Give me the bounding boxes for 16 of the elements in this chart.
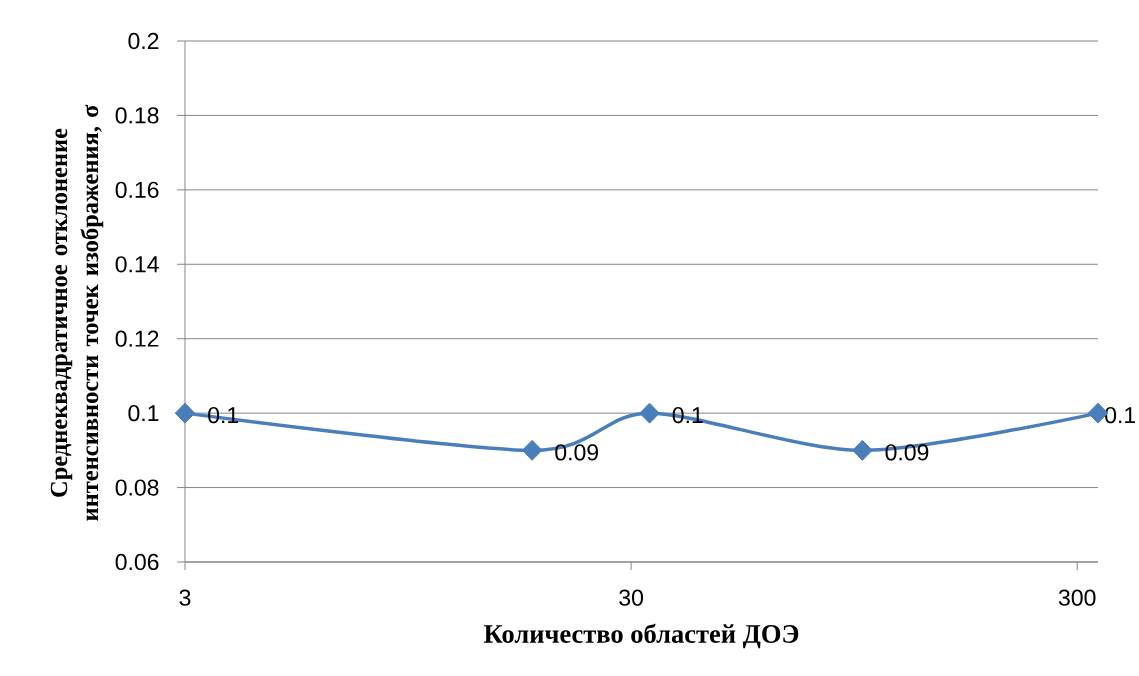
y-tick-label: 0.18: [115, 107, 159, 124]
data-label: 0.1: [1105, 406, 1136, 424]
y-tick-label: 0.16: [115, 181, 159, 198]
x-tick-label: 3: [179, 589, 191, 606]
y-axis-title: Среднеквадратичное отклонение интенсивности точек изображения, σ: [50, 104, 104, 521]
y-tick-label: 0.12: [115, 330, 159, 347]
y-tick-label: 0.08: [115, 479, 159, 496]
x-tick-label: 300: [1058, 589, 1096, 606]
y-tick-label: 0.14: [115, 256, 159, 273]
y-tick-label: 0.06: [115, 553, 159, 571]
data-label: 0.09: [555, 444, 599, 461]
data-label: 0.09: [885, 444, 929, 461]
y-tick-label: 0.1: [128, 404, 159, 422]
x-tick-label: 30: [619, 589, 644, 606]
y-tick-label: 0.2: [128, 32, 159, 50]
x-axis-title: Количество областей ДОЭ: [483, 623, 799, 649]
